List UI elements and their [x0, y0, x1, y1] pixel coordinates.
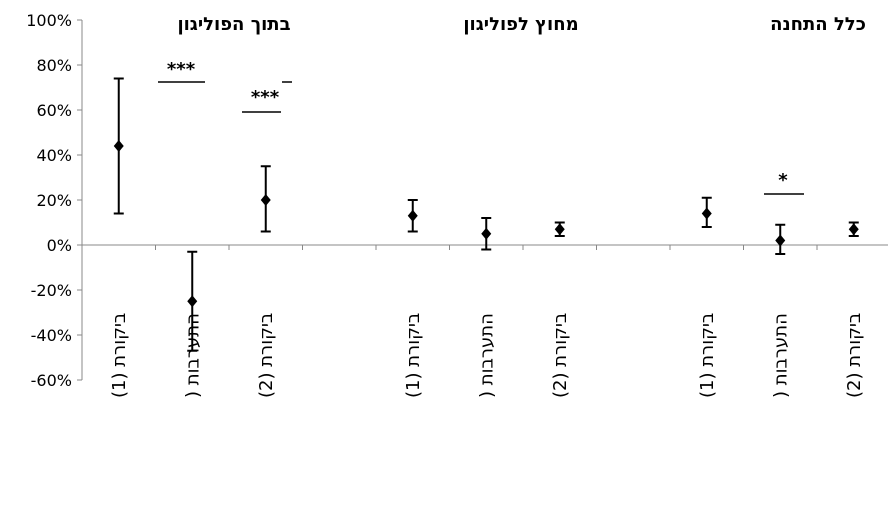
y-tick-label: 80%	[36, 56, 72, 75]
category-label: ביקורת (2)	[844, 313, 865, 398]
y-tick-label: -40%	[31, 326, 72, 345]
data-point	[701, 207, 712, 220]
y-tick-label: -60%	[31, 371, 72, 390]
data-point	[775, 234, 786, 247]
category-label: ביקורת (2)	[256, 313, 277, 398]
y-tick-label: 60%	[36, 101, 72, 120]
category-label: התערבות (	[476, 313, 497, 398]
category-label: התערבות (	[770, 313, 791, 398]
data-point	[407, 209, 418, 222]
category-label: ביקורת (2)	[550, 313, 571, 398]
category-label: ביקורת (1)	[697, 313, 718, 398]
data-point	[554, 223, 565, 236]
category-label: התערבות (	[182, 313, 203, 398]
data-point	[113, 140, 124, 152]
significance-label: ***	[251, 87, 280, 108]
y-tick-label: 100%	[26, 11, 72, 30]
y-tick-label: -20%	[31, 281, 72, 300]
plot-marks	[113, 77, 859, 352]
y-tick-label: 40%	[36, 146, 72, 165]
significance-label: *	[778, 170, 788, 191]
category-label: ביקורת (1)	[109, 313, 130, 398]
labels: 100% 80% 60% 40% 20% 0% -20% -40% -60% ביקורת (1)…	[26, 11, 866, 398]
group-title: כלל התחנה	[770, 14, 866, 35]
data-point	[187, 295, 198, 308]
axes	[77, 19, 888, 381]
data-point	[260, 194, 271, 206]
category-label: ביקורת (1)	[403, 313, 424, 398]
y-tick-label: 0%	[47, 236, 72, 255]
data-point	[848, 223, 859, 236]
data-point	[481, 227, 492, 240]
significance-label: ***	[167, 59, 196, 80]
group-title: בתוך הפוליגון	[177, 14, 290, 35]
group-title: מחוץ לפוליגון	[463, 14, 578, 35]
y-tick-label: 20%	[36, 191, 72, 210]
